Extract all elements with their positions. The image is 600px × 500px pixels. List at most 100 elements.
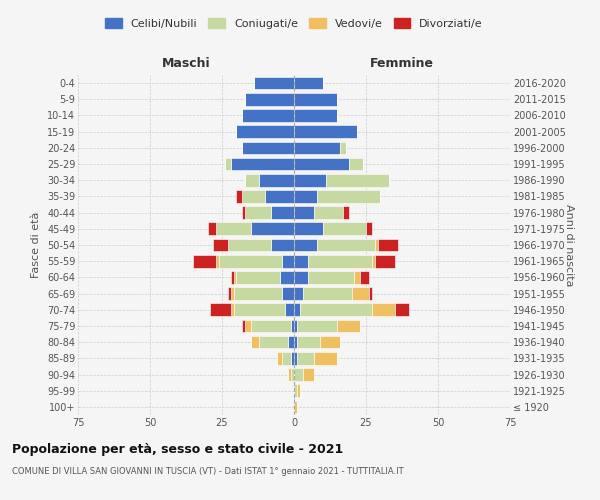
Bar xyxy=(228,238,271,252)
Bar xyxy=(294,271,308,283)
Bar xyxy=(193,255,216,268)
Y-axis label: Fasce di età: Fasce di età xyxy=(31,212,41,278)
Bar xyxy=(294,384,297,397)
Text: COMUNE DI VILLA SAN GIOVANNI IN TUSCIA (VT) - Dati ISTAT 1° gennaio 2021 - TUTTI: COMUNE DI VILLA SAN GIOVANNI IN TUSCIA (… xyxy=(12,468,404,476)
Bar xyxy=(291,368,294,381)
Bar xyxy=(323,222,366,235)
Bar xyxy=(251,336,259,348)
Bar xyxy=(294,174,326,186)
Bar xyxy=(251,222,294,235)
Bar xyxy=(286,304,294,316)
Bar xyxy=(372,255,374,268)
Bar xyxy=(245,93,294,106)
Bar xyxy=(308,255,372,268)
Bar xyxy=(294,158,349,170)
Bar xyxy=(242,190,265,202)
Bar xyxy=(294,109,337,122)
Bar xyxy=(283,352,291,364)
Bar xyxy=(294,336,297,348)
Bar xyxy=(302,288,352,300)
Bar xyxy=(294,238,317,252)
Bar xyxy=(314,206,343,219)
Bar xyxy=(280,271,294,283)
Y-axis label: Anni di nascita: Anni di nascita xyxy=(564,204,574,286)
Bar xyxy=(308,271,355,283)
Bar xyxy=(294,142,340,154)
Bar xyxy=(300,304,372,316)
Text: Maschi: Maschi xyxy=(161,57,211,70)
Bar xyxy=(294,77,323,90)
Bar xyxy=(233,271,236,283)
Bar xyxy=(374,238,377,252)
Bar xyxy=(230,288,233,300)
Bar xyxy=(259,336,288,348)
Bar xyxy=(294,206,314,219)
Bar xyxy=(349,158,363,170)
Bar xyxy=(294,352,297,364)
Bar xyxy=(242,142,294,154)
Bar xyxy=(395,304,409,316)
Bar xyxy=(294,255,308,268)
Bar xyxy=(377,238,398,252)
Bar xyxy=(294,320,297,332)
Bar xyxy=(236,271,280,283)
Bar xyxy=(291,320,294,332)
Bar xyxy=(326,174,389,186)
Bar xyxy=(355,271,360,283)
Bar xyxy=(352,288,369,300)
Bar xyxy=(294,190,317,202)
Bar xyxy=(294,368,302,381)
Bar xyxy=(230,271,233,283)
Bar xyxy=(283,255,294,268)
Bar xyxy=(230,304,233,316)
Bar xyxy=(337,320,360,332)
Bar xyxy=(245,320,251,332)
Bar xyxy=(360,271,369,283)
Bar xyxy=(340,142,346,154)
Bar xyxy=(294,93,337,106)
Bar xyxy=(369,288,372,300)
Bar xyxy=(242,109,294,122)
Bar xyxy=(374,255,395,268)
Legend: Celibi/Nubili, Coniugati/e, Vedovi/e, Divorziati/e: Celibi/Nubili, Coniugati/e, Vedovi/e, Di… xyxy=(101,14,487,34)
Bar xyxy=(372,304,395,316)
Bar xyxy=(245,174,259,186)
Bar xyxy=(294,400,297,413)
Text: Popolazione per età, sesso e stato civile - 2021: Popolazione per età, sesso e stato civil… xyxy=(12,442,343,456)
Bar xyxy=(236,190,242,202)
Bar xyxy=(294,304,300,316)
Bar xyxy=(317,238,374,252)
Bar xyxy=(242,320,245,332)
Bar xyxy=(208,222,216,235)
Bar xyxy=(277,352,283,364)
Bar xyxy=(259,174,294,186)
Bar xyxy=(297,320,337,332)
Bar xyxy=(211,304,230,316)
Bar xyxy=(291,352,294,364)
Bar xyxy=(366,222,372,235)
Bar xyxy=(297,336,320,348)
Bar xyxy=(216,255,219,268)
Bar xyxy=(294,288,302,300)
Bar xyxy=(216,222,251,235)
Bar xyxy=(271,238,294,252)
Bar xyxy=(245,206,271,219)
Bar xyxy=(214,238,228,252)
Bar xyxy=(265,190,294,202)
Bar xyxy=(297,352,314,364)
Bar xyxy=(314,352,337,364)
Bar xyxy=(225,158,230,170)
Bar xyxy=(228,288,230,300)
Bar xyxy=(294,126,358,138)
Bar xyxy=(254,77,294,90)
Bar xyxy=(317,190,380,202)
Bar xyxy=(230,158,294,170)
Bar xyxy=(302,368,314,381)
Bar xyxy=(236,126,294,138)
Bar xyxy=(219,255,283,268)
Bar xyxy=(294,222,323,235)
Bar xyxy=(233,288,283,300)
Bar xyxy=(283,288,294,300)
Text: Femmine: Femmine xyxy=(370,57,434,70)
Bar xyxy=(343,206,349,219)
